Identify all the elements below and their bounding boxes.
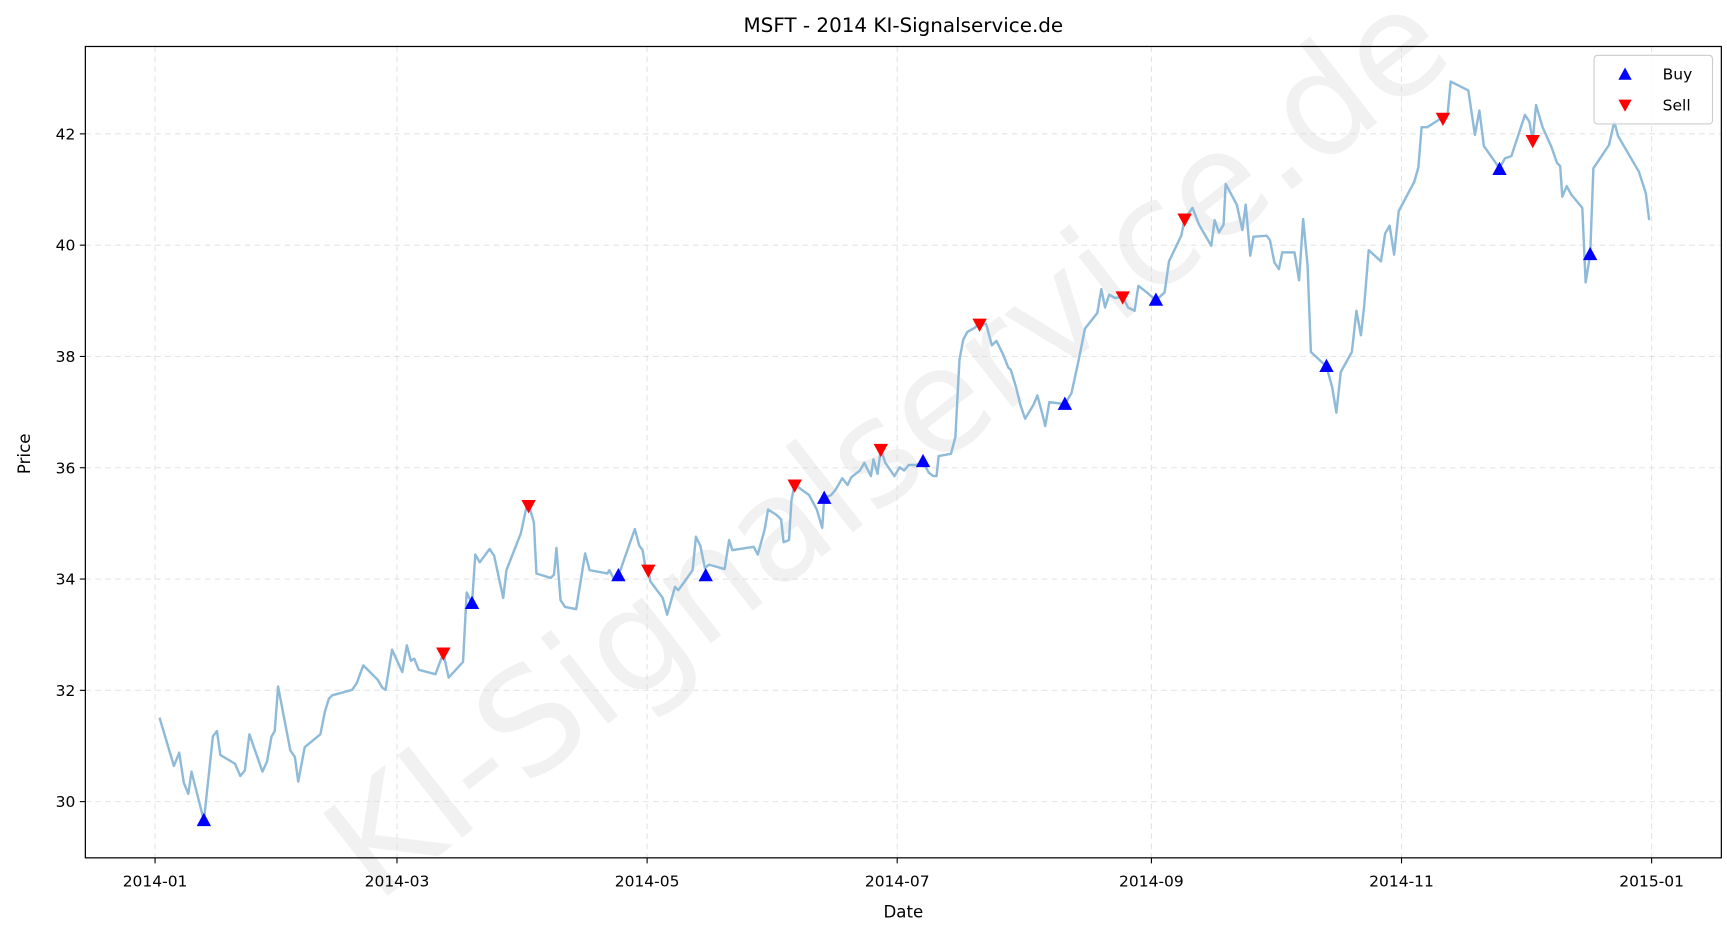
y-tick-label: 40 [56,237,76,255]
x-tick-label: 2015-01 [1619,873,1684,891]
legend-buy-label: Buy [1663,66,1693,84]
legend-sell-label: Sell [1663,97,1691,115]
y-tick-label: 42 [56,125,76,143]
chart-title: MSFT - 2014 KI-Signalservice.de [744,14,1064,37]
legend: Buy Sell [1593,54,1714,125]
buy-marker [464,595,480,610]
buy-marker [1492,161,1507,176]
buy-marker [1057,396,1073,410]
plot-frame [84,45,1722,859]
buy-marker [817,490,832,504]
sell-marker [787,479,802,493]
legend-sell-marker [1618,99,1632,112]
sell-marker [1177,213,1192,227]
y-tick-label: 32 [56,682,76,700]
axis-ticks: 2014-01 2014-03 2014-05 2014-07 2014-09 2014-… [56,125,1684,890]
sell-marker [873,443,888,458]
x-tick-label: 2014-01 [123,873,188,891]
x-tick-label: 2014-03 [365,873,430,891]
y-tick-label: 36 [56,459,76,477]
buy-marker [1319,358,1334,373]
y-tick-label: 30 [56,793,76,811]
sell-marker [1115,291,1130,305]
x-axis-label: Date [884,903,924,922]
y-tick-label: 38 [56,348,76,366]
buy-marker [1148,292,1164,306]
legend-buy-marker [1618,67,1632,80]
buy-marker [196,812,212,827]
x-tick-label: 2014-05 [615,873,680,891]
grid [85,46,1722,858]
buy-marker [915,453,931,468]
sell-marker [436,647,451,661]
x-tick-label: 2014-11 [1369,873,1434,891]
x-tick-label: 2014-07 [865,873,930,891]
y-axis-label: Price [15,434,34,474]
signal-markers [196,112,1598,827]
buy-marker [611,567,626,582]
buy-marker [1582,246,1598,261]
legend-box [1593,54,1714,125]
sell-marker [1525,135,1540,149]
buy-marker [698,567,713,582]
sell-marker [972,318,987,332]
y-tick-label: 34 [56,571,76,589]
sell-marker [521,500,536,514]
sell-marker [1435,112,1451,127]
price-line [158,80,1651,822]
sell-marker [641,564,656,578]
x-tick-label: 2014-09 [1119,873,1184,891]
